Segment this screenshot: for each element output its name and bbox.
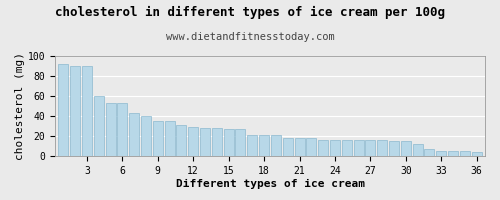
Bar: [448, 151, 458, 156]
Bar: [282, 138, 292, 156]
Bar: [58, 64, 68, 156]
Bar: [306, 138, 316, 156]
Bar: [236, 129, 246, 156]
Bar: [176, 125, 186, 156]
Bar: [366, 140, 376, 156]
Bar: [118, 103, 128, 156]
Bar: [106, 103, 116, 156]
X-axis label: Different types of ice cream: Different types of ice cream: [176, 178, 364, 189]
Bar: [271, 135, 281, 156]
Bar: [342, 140, 352, 156]
Bar: [259, 135, 269, 156]
Bar: [82, 66, 92, 156]
Bar: [164, 121, 174, 156]
Bar: [318, 140, 328, 156]
Bar: [401, 141, 411, 156]
Bar: [294, 138, 304, 156]
Bar: [224, 129, 234, 156]
Bar: [460, 151, 470, 156]
Bar: [472, 152, 482, 156]
Bar: [354, 140, 364, 156]
Y-axis label: cholesterol (mg): cholesterol (mg): [15, 52, 25, 160]
Bar: [436, 151, 446, 156]
Bar: [200, 128, 210, 156]
Bar: [129, 113, 139, 156]
Bar: [377, 140, 387, 156]
Bar: [424, 149, 434, 156]
Text: www.dietandfitnesstoday.com: www.dietandfitnesstoday.com: [166, 32, 334, 42]
Bar: [248, 135, 258, 156]
Bar: [70, 66, 80, 156]
Bar: [412, 144, 422, 156]
Bar: [94, 96, 104, 156]
Bar: [153, 121, 163, 156]
Bar: [188, 127, 198, 156]
Bar: [389, 141, 399, 156]
Bar: [212, 128, 222, 156]
Bar: [330, 140, 340, 156]
Text: cholesterol in different types of ice cream per 100g: cholesterol in different types of ice cr…: [55, 6, 445, 19]
Bar: [141, 116, 151, 156]
